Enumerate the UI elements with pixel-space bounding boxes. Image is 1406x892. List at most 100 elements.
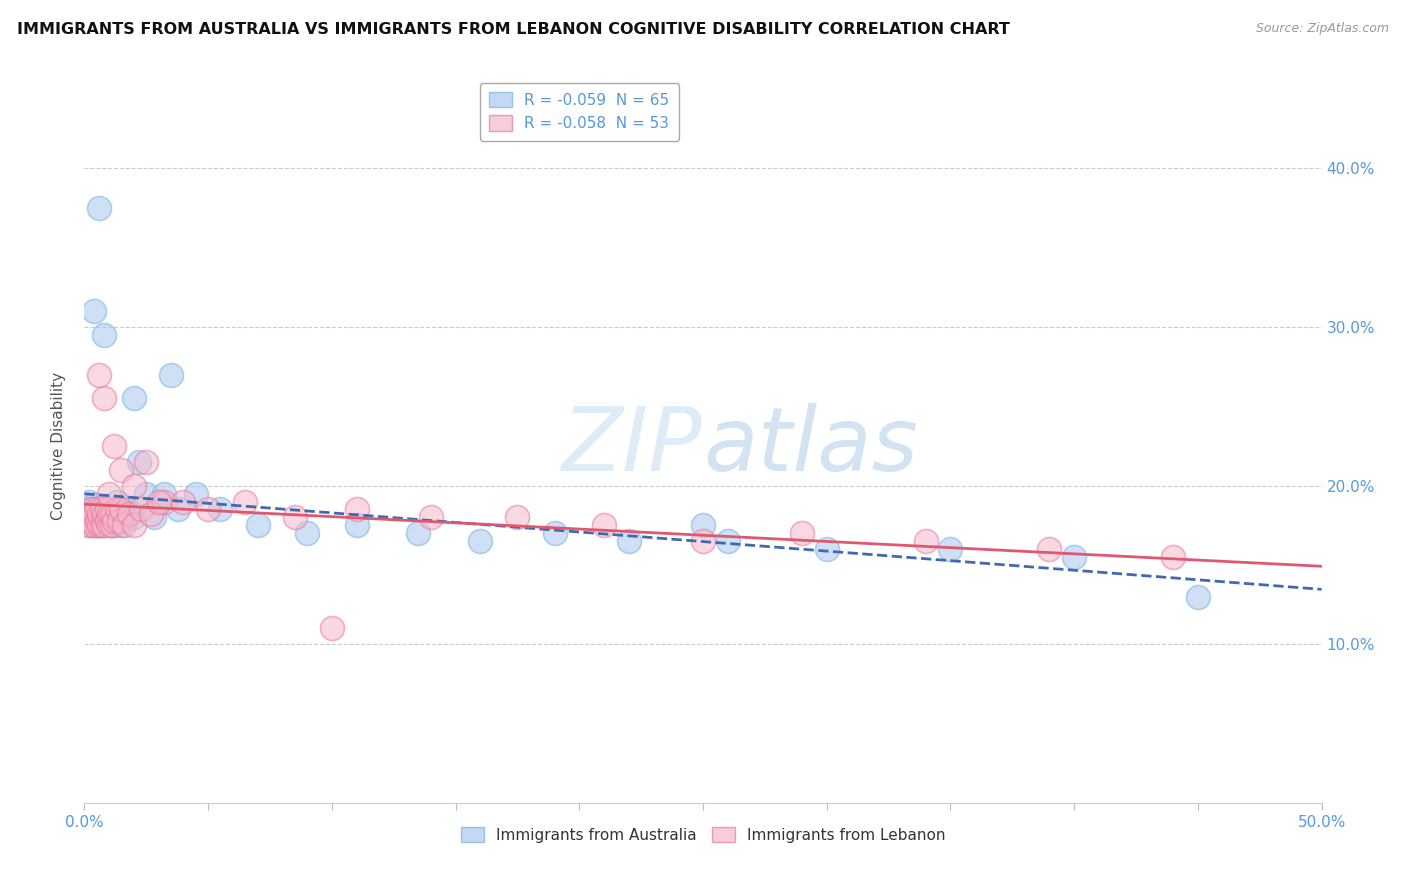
Point — [96, 514, 118, 528]
Point — [160, 368, 183, 382]
Point — [148, 494, 170, 508]
Legend: Immigrants from Australia, Immigrants from Lebanon: Immigrants from Australia, Immigrants fr… — [454, 821, 952, 848]
Point — [110, 502, 132, 516]
Point — [83, 304, 105, 318]
Point — [105, 502, 128, 516]
Point — [122, 392, 145, 406]
Point — [103, 439, 125, 453]
Point — [115, 502, 138, 516]
Point — [295, 526, 318, 541]
Point — [419, 510, 441, 524]
Point — [86, 502, 108, 516]
Point — [103, 514, 125, 528]
Point — [93, 502, 115, 516]
Point — [346, 518, 368, 533]
Point — [543, 526, 565, 541]
Point — [209, 502, 232, 516]
Point — [197, 502, 219, 516]
Point — [93, 392, 115, 406]
Point — [122, 510, 145, 524]
Point — [103, 518, 125, 533]
Point — [96, 514, 118, 528]
Point — [172, 494, 194, 508]
Point — [105, 510, 128, 524]
Point — [1063, 549, 1085, 564]
Point — [506, 510, 529, 524]
Point — [90, 518, 112, 533]
Point — [89, 518, 111, 533]
Point — [939, 542, 962, 557]
Point — [692, 518, 714, 533]
Point — [142, 510, 165, 524]
Point — [86, 510, 108, 524]
Point — [83, 518, 105, 533]
Point — [90, 502, 112, 516]
Point — [167, 502, 190, 516]
Point — [90, 502, 112, 516]
Point — [79, 507, 101, 521]
Point — [93, 510, 115, 524]
Point — [93, 518, 115, 533]
Point — [83, 507, 105, 521]
Point — [122, 518, 145, 533]
Point — [100, 518, 122, 533]
Point — [129, 502, 152, 516]
Point — [80, 514, 103, 528]
Point — [100, 507, 122, 521]
Point — [80, 502, 103, 516]
Point — [108, 514, 131, 528]
Point — [89, 518, 111, 533]
Point — [89, 368, 111, 382]
Point — [122, 478, 145, 492]
Point — [184, 486, 207, 500]
Point — [98, 507, 121, 521]
Point — [110, 506, 132, 520]
Text: Source: ZipAtlas.com: Source: ZipAtlas.com — [1256, 22, 1389, 36]
Point — [152, 494, 174, 508]
Point — [617, 534, 640, 549]
Point — [1161, 549, 1184, 564]
Point — [246, 518, 269, 533]
Point — [1187, 590, 1209, 604]
Point — [86, 518, 108, 533]
Point — [89, 507, 111, 521]
Point — [98, 502, 121, 516]
Point — [110, 518, 132, 533]
Point — [717, 534, 740, 549]
Point — [79, 518, 101, 533]
Point — [110, 463, 132, 477]
Point — [346, 502, 368, 516]
Text: ZIP: ZIP — [562, 403, 703, 489]
Point — [86, 507, 108, 521]
Point — [79, 494, 101, 508]
Point — [93, 328, 115, 343]
Point — [100, 510, 122, 524]
Point — [90, 507, 112, 521]
Point — [83, 518, 105, 533]
Text: IMMIGRANTS FROM AUSTRALIA VS IMMIGRANTS FROM LEBANON COGNITIVE DISABILITY CORREL: IMMIGRANTS FROM AUSTRALIA VS IMMIGRANTS … — [17, 22, 1010, 37]
Point — [98, 486, 121, 500]
Point — [98, 507, 121, 521]
Point — [815, 542, 838, 557]
Point — [90, 514, 112, 528]
Point — [80, 510, 103, 524]
Point — [141, 507, 163, 521]
Point — [105, 494, 128, 508]
Point — [118, 507, 141, 521]
Point — [118, 507, 141, 521]
Point — [112, 518, 135, 533]
Point — [103, 507, 125, 521]
Point — [83, 498, 105, 512]
Point — [108, 502, 131, 516]
Point — [692, 534, 714, 549]
Point — [96, 502, 118, 516]
Point — [93, 518, 115, 533]
Point — [135, 455, 157, 469]
Point — [89, 201, 111, 215]
Point — [89, 510, 111, 524]
Point — [112, 514, 135, 528]
Point — [98, 514, 121, 528]
Point — [76, 514, 98, 528]
Point — [470, 534, 492, 549]
Point — [233, 494, 256, 508]
